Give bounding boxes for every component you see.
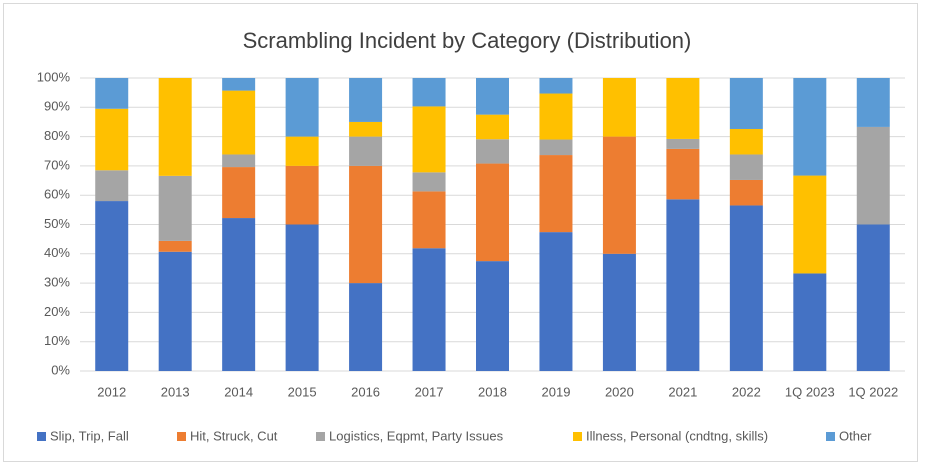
bar-segment bbox=[95, 108, 129, 171]
x-tick-label: 2016 bbox=[351, 384, 380, 399]
bar-segment bbox=[158, 78, 192, 176]
bar-segment bbox=[476, 261, 509, 371]
y-tick-label: 100% bbox=[37, 69, 71, 84]
bar-segment bbox=[476, 114, 509, 140]
y-tick-label: 50% bbox=[44, 216, 70, 231]
bar-segment bbox=[793, 175, 827, 274]
bar-segment bbox=[349, 121, 383, 137]
bar-segment bbox=[412, 78, 446, 107]
bar-segment bbox=[285, 165, 319, 225]
bar-segment bbox=[539, 139, 573, 156]
bar-segment bbox=[793, 273, 827, 371]
bar-segment bbox=[95, 78, 129, 109]
bar-segment bbox=[95, 170, 129, 202]
bar-segment bbox=[602, 78, 636, 137]
bar-segment bbox=[666, 78, 700, 139]
bar-segment bbox=[729, 205, 763, 371]
bar-segment bbox=[476, 163, 509, 262]
y-tick-label: 10% bbox=[44, 333, 70, 348]
bar-segment bbox=[539, 232, 573, 371]
legend-label: Logistics, Eqpmt, Party Issues bbox=[329, 428, 504, 443]
bar-segment bbox=[158, 175, 192, 241]
bar-segment bbox=[539, 155, 573, 233]
bar-segment bbox=[602, 136, 636, 254]
bar-segment bbox=[666, 148, 700, 200]
bar-segment bbox=[666, 199, 700, 371]
bar-segment bbox=[856, 224, 890, 371]
bar-segment bbox=[285, 136, 319, 166]
legend-swatch bbox=[37, 432, 46, 441]
bar-segment bbox=[349, 136, 383, 166]
x-tick-label: 2020 bbox=[605, 384, 634, 399]
bar-segment bbox=[222, 154, 256, 168]
bar-segment bbox=[222, 218, 256, 371]
bar-segment bbox=[602, 253, 636, 371]
bar-segment bbox=[158, 251, 192, 371]
x-tick-label: 2012 bbox=[97, 384, 126, 399]
legend-label: Slip, Trip, Fall bbox=[50, 428, 129, 443]
legend-swatch bbox=[826, 432, 835, 441]
y-tick-label: 20% bbox=[44, 304, 70, 319]
y-tick-label: 80% bbox=[44, 128, 70, 143]
bar-segment bbox=[476, 78, 509, 115]
x-tick-label: 2014 bbox=[224, 384, 253, 399]
legend-label: Hit, Struck, Cut bbox=[190, 428, 278, 443]
bar-segment bbox=[158, 240, 192, 252]
x-tick-label: 2019 bbox=[542, 384, 571, 399]
bar-segment bbox=[476, 139, 509, 164]
chart-frame bbox=[3, 3, 918, 462]
bar-segment bbox=[856, 126, 890, 225]
bar-segment bbox=[412, 106, 446, 173]
legend-swatch bbox=[177, 432, 186, 441]
legend-label: Other bbox=[839, 428, 872, 443]
y-tick-label: 90% bbox=[44, 99, 70, 114]
bar-segment bbox=[412, 172, 446, 192]
bar-segment bbox=[412, 248, 446, 371]
bar-segment bbox=[856, 78, 890, 127]
bar-segment bbox=[729, 78, 763, 129]
chart-title: Scrambling Incident by Category (Distrib… bbox=[243, 28, 692, 53]
x-tick-label: 1Q 2023 bbox=[785, 384, 835, 399]
x-tick-label: 2018 bbox=[478, 384, 507, 399]
bar-segment bbox=[349, 78, 383, 122]
bar-segment bbox=[729, 128, 763, 155]
bar-segment bbox=[539, 93, 573, 140]
bar-segment bbox=[539, 78, 573, 94]
y-tick-label: 40% bbox=[44, 245, 70, 260]
y-tick-label: 70% bbox=[44, 157, 70, 172]
bar-segment bbox=[222, 167, 256, 219]
y-tick-label: 30% bbox=[44, 275, 70, 290]
x-tick-label: 2013 bbox=[161, 384, 190, 399]
legend-label: Illness, Personal (cndtng, skills) bbox=[586, 428, 768, 443]
bar-segment bbox=[412, 191, 446, 249]
legend-swatch bbox=[573, 432, 582, 441]
x-tick-label: 2015 bbox=[288, 384, 317, 399]
x-tick-label: 2022 bbox=[732, 384, 761, 399]
bar-segment bbox=[285, 224, 319, 371]
bar-segment bbox=[222, 90, 256, 155]
bar-segment bbox=[95, 201, 129, 371]
bar-segment bbox=[729, 154, 763, 180]
bar-segment bbox=[729, 179, 763, 206]
bar-segment bbox=[793, 78, 827, 176]
y-tick-label: 60% bbox=[44, 187, 70, 202]
bar-segment bbox=[285, 78, 319, 137]
x-tick-label: 2021 bbox=[668, 384, 697, 399]
legend-swatch bbox=[316, 432, 325, 441]
bar-segment bbox=[349, 165, 383, 284]
bar-segment bbox=[349, 283, 383, 371]
y-tick-label: 0% bbox=[51, 362, 70, 377]
x-tick-label: 1Q 2022 bbox=[848, 384, 898, 399]
bar-segment bbox=[222, 78, 256, 91]
bar-segment bbox=[666, 138, 700, 149]
x-tick-label: 2017 bbox=[415, 384, 444, 399]
